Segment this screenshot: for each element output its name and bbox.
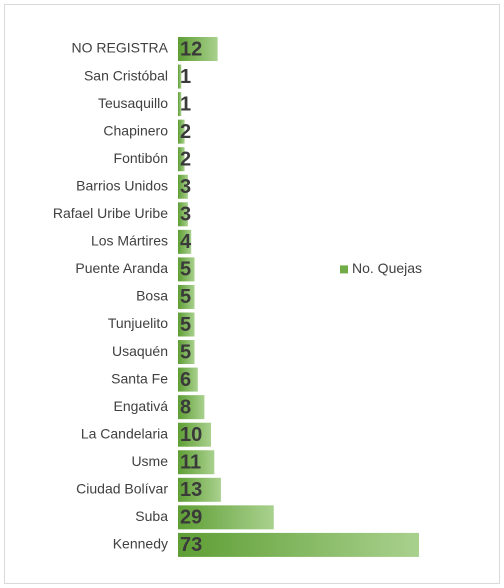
category-label: Chapinero (103, 122, 168, 138)
data-label: 4 (180, 231, 192, 253)
data-label: 29 (180, 507, 202, 529)
category-label: Rafael Uribe Uribe (53, 205, 168, 221)
data-label: 73 (180, 534, 202, 556)
data-label: 5 (180, 341, 191, 363)
data-label: 10 (180, 424, 202, 446)
data-label: 5 (180, 259, 191, 281)
category-label: Suba (135, 508, 168, 524)
bar (178, 64, 182, 89)
data-label: 2 (180, 148, 191, 170)
bar (178, 340, 195, 365)
data-label: 3 (180, 204, 191, 226)
category-label: Barrios Unidos (76, 177, 168, 193)
bar (178, 202, 188, 227)
data-label: 13 (180, 479, 202, 501)
data-label: 6 (180, 369, 191, 391)
legend-swatch (340, 265, 348, 274)
chart-border (4, 4, 500, 584)
category-label: Los Mártires (91, 233, 168, 249)
bar (178, 395, 205, 420)
bar (178, 119, 185, 144)
data-label: 1 (180, 66, 191, 88)
category-label: Santa Fe (111, 370, 168, 386)
bar (178, 422, 212, 447)
category-label: Engativá (114, 398, 169, 414)
data-label: 5 (180, 286, 191, 308)
category-label: Usme (131, 453, 168, 469)
data-label: 8 (180, 396, 191, 418)
bar (178, 450, 215, 475)
data-label: 5 (180, 314, 191, 336)
category-label: La Candelaria (81, 425, 168, 441)
data-label: 12 (180, 38, 202, 60)
data-label: 3 (180, 176, 191, 198)
bar (178, 37, 218, 61)
bar (178, 312, 195, 337)
bar (178, 505, 274, 530)
bar (178, 92, 182, 117)
category-label: Usaquén (112, 343, 168, 359)
category-label: Bosa (136, 288, 168, 304)
category-label: Teusaquillo (98, 95, 168, 111)
bar (178, 284, 195, 309)
bar (178, 257, 195, 282)
category-label: Puente Aranda (75, 260, 168, 276)
bar (178, 367, 198, 392)
category-label: Kennedy (113, 536, 168, 552)
data-label: 2 (180, 121, 191, 143)
bar (178, 147, 185, 172)
bar (178, 174, 188, 199)
bar (178, 477, 221, 502)
category-label: San Cristóbal (84, 67, 168, 83)
data-label: 11 (180, 452, 201, 474)
category-label: Ciudad Bolívar (76, 481, 168, 497)
category-label: Fontibón (114, 150, 168, 166)
bar (178, 532, 419, 557)
category-label: NO REGISTRA (72, 40, 169, 56)
data-label: 1 (180, 93, 191, 115)
bar (178, 229, 192, 254)
category-label: Tunjuelito (108, 315, 168, 331)
legend-label: No. Quejas (352, 260, 422, 276)
